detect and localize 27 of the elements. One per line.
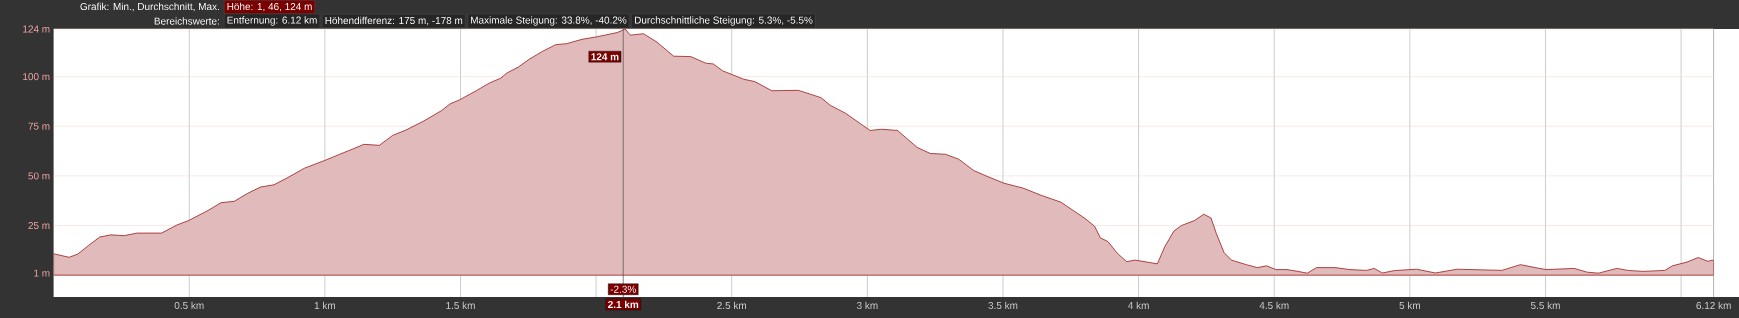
- text: Durchschnittliche Steigung: 5.3%, -5.5%: [634, 16, 813, 26]
- x-tick-label: 1 km: [314, 301, 335, 309]
- x-tick-label: 1.5 km: [446, 301, 475, 310]
- annotation: 124 m: [591, 53, 619, 61]
- y-tick-label: 50 m: [28, 172, 50, 180]
- y-tick-label: 124 m: [23, 25, 50, 33]
- x-tick-label: 5 km: [1399, 301, 1420, 310]
- text: Entfernung: 6.12 km: [227, 16, 317, 26]
- x-tick-label: 6.12 km: [1696, 301, 1731, 310]
- x-tick-label: 3 km: [856, 301, 878, 310]
- text: Höhendifferenz: 175 m, -178 m: [325, 16, 463, 26]
- y-tick-label: 100 m: [23, 73, 50, 81]
- text: Maximale Steigung: 33.8%, -40.2%: [471, 16, 627, 26]
- y-tick-label: 75 m: [28, 122, 50, 130]
- text: Höhe: 1, 46, 124 m: [227, 2, 312, 12]
- annotation: -2.3%: [610, 285, 636, 293]
- x-tick-label: 4 km: [1128, 301, 1149, 309]
- chart-title: Grafik: Min., Durchschnitt, Max.: [80, 2, 219, 12]
- x-tick-label: 3.5 km: [988, 301, 1018, 310]
- x-tick-label: 2.5 km: [717, 301, 747, 310]
- chart-subtitle: Bereichswerte:: [154, 17, 219, 25]
- ref-line-label: 2.1 km: [608, 300, 639, 308]
- x-tick-label: 5.5 km: [1530, 301, 1560, 310]
- y-tick-label: 1 m: [34, 269, 50, 277]
- x-tick-label: 0.5 km: [174, 301, 204, 310]
- y-tick-label: 25 m: [28, 222, 50, 230]
- x-tick-label: 4.5 km: [1259, 301, 1289, 310]
